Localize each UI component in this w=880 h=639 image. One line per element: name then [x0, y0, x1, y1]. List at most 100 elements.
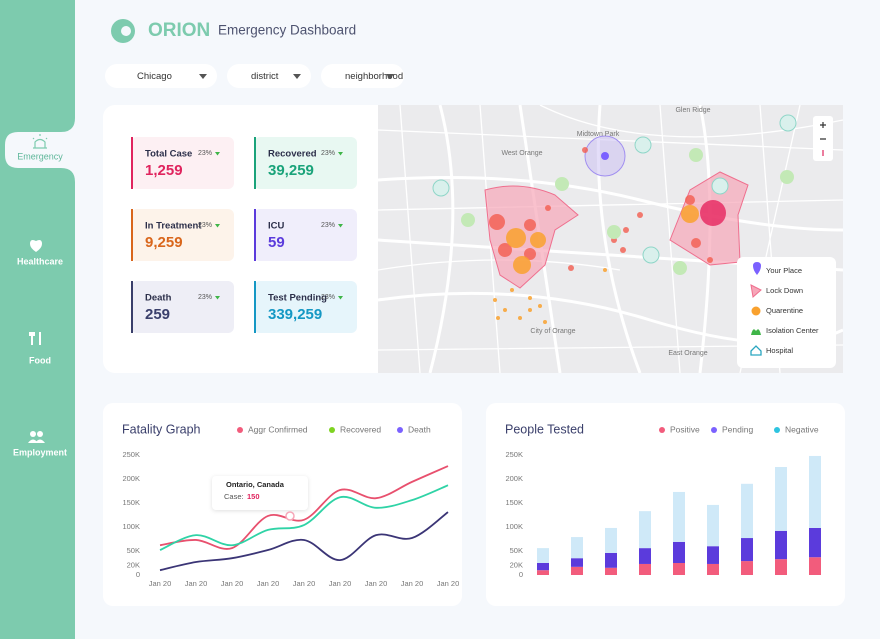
legend-dot	[397, 427, 403, 433]
stat-change: 23%	[198, 222, 212, 229]
bar-segment	[673, 491, 685, 542]
legend-label: Positive	[670, 424, 700, 434]
map-place: West Orange	[501, 150, 542, 157]
tooltip	[212, 476, 308, 510]
stat-title: Total Case	[145, 149, 192, 160]
nav-label[interactable]: Food	[29, 355, 51, 365]
stat-value: 39,259	[268, 162, 314, 179]
stat-change: 23%	[198, 294, 212, 301]
legend-dot	[237, 427, 243, 433]
dropdown[interactable]	[227, 64, 311, 88]
bar-segment	[809, 455, 821, 528]
stat-trend	[215, 152, 220, 156]
bar-segment	[775, 530, 787, 560]
bar-segment	[605, 567, 617, 575]
bar-segment	[639, 511, 651, 549]
bar-segment	[571, 558, 583, 567]
nav-label[interactable]: Emergency	[17, 151, 63, 161]
nav-icon	[28, 240, 45, 443]
dropdown[interactable]	[321, 64, 404, 88]
nav-label[interactable]: Employment	[13, 447, 67, 457]
legend-label: Recovered	[340, 424, 381, 434]
map-legend-label: Hospital	[766, 346, 793, 355]
bar-segment	[741, 483, 753, 539]
bar-segment	[707, 546, 719, 564]
bar-segment	[673, 563, 685, 575]
dropdown-label: Chicago	[137, 71, 172, 82]
stat-accent	[131, 209, 133, 261]
stat-title: In Treatment	[145, 221, 202, 232]
map-place: City of Orange	[530, 328, 575, 335]
x-tick-label: Jan 20	[185, 579, 208, 588]
y-tick-label: 20K	[127, 560, 140, 569]
chart-title: Fatality Graph	[122, 422, 201, 436]
legend-dot	[329, 427, 335, 433]
bar-segment	[809, 527, 821, 558]
legend-label: Pending	[722, 424, 753, 434]
map-legend-label: Lock Down	[766, 286, 803, 295]
dropdown-arrow	[386, 74, 394, 79]
y-tick-label: 150K	[505, 498, 523, 507]
stat-title: Test Pending	[268, 293, 327, 304]
stat-value: 59	[268, 234, 285, 251]
y-tick-label: 100K	[122, 522, 140, 531]
y-tick-label: 200K	[122, 474, 140, 483]
tooltip-label: Case:	[224, 492, 244, 501]
x-tick-label: Jan 20	[437, 579, 460, 588]
bar-segment	[775, 559, 787, 575]
bar-segment	[809, 557, 821, 575]
stat-change: 23%	[321, 150, 335, 157]
bar-segment	[741, 538, 753, 562]
y-tick-label: 20K	[510, 560, 523, 569]
bar-segment	[537, 563, 549, 571]
bar-segment	[707, 504, 719, 547]
stat-card	[254, 281, 357, 333]
stat-title: Death	[145, 293, 172, 304]
bar-segment	[605, 527, 617, 553]
stat-card	[131, 137, 234, 189]
dropdown[interactable]	[105, 64, 217, 88]
stat-trend	[215, 296, 220, 300]
nav-label[interactable]: Healthcare	[17, 256, 63, 266]
legend-label: Negative	[785, 424, 819, 434]
stat-card	[131, 209, 234, 261]
stat-trend	[338, 224, 343, 228]
stat-title: Recovered	[268, 149, 317, 160]
y-tick-label: 0	[136, 570, 140, 579]
stat-trend	[338, 296, 343, 300]
y-tick-label: 250K	[505, 450, 523, 459]
line-series	[159, 511, 449, 572]
brand: ORION	[148, 20, 210, 41]
bar-segment	[707, 563, 719, 575]
tooltip-title: Ontario, Canada	[226, 480, 285, 489]
bar-segment	[639, 548, 651, 564]
y-tick-label: 150K	[122, 498, 140, 507]
stat-value: 259	[145, 306, 170, 323]
sidebar	[0, 0, 75, 639]
map-place: Glen Ridge	[675, 107, 710, 114]
logo	[121, 26, 131, 36]
y-tick-label: 0	[519, 570, 523, 579]
bar-segment	[537, 548, 549, 563]
active-tab[interactable]	[5, 118, 75, 182]
stat-accent	[254, 209, 256, 261]
legend-dot	[659, 427, 665, 433]
stat-card	[254, 209, 357, 261]
page-title: Emergency Dashboard	[218, 23, 356, 38]
legend-dot	[711, 427, 717, 433]
x-tick-label: Jan 20	[329, 579, 352, 588]
stat-accent	[254, 137, 256, 189]
stat-value: 339,259	[268, 306, 322, 323]
y-tick-label: 50K	[510, 546, 523, 555]
line-series	[159, 484, 449, 551]
map-legend-label: Isolation Center	[766, 326, 819, 335]
stat-value: 9,259	[145, 234, 183, 251]
stat-accent	[254, 281, 256, 333]
y-tick-label: 200K	[505, 474, 523, 483]
bar-segment	[605, 552, 617, 568]
stat-card	[131, 281, 234, 333]
bar-segment	[775, 467, 787, 531]
dropdown-arrow	[293, 74, 301, 79]
